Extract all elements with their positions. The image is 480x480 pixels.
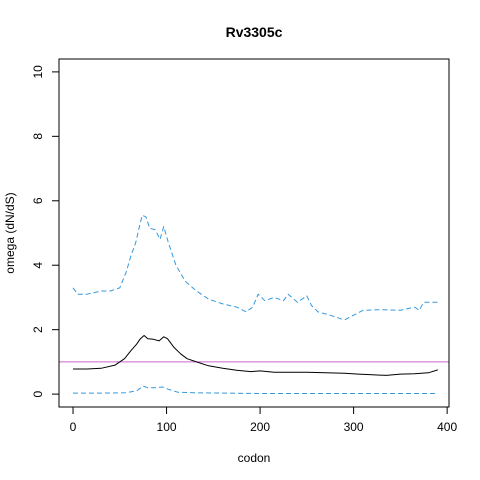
x-tick-label: 200 xyxy=(250,420,270,434)
y-axis-label: omega (dN/dS) xyxy=(3,192,17,273)
y-tick-label: 8 xyxy=(31,133,45,140)
series-layer xyxy=(59,214,449,394)
plot-frame xyxy=(58,58,450,408)
x-tick-label: 0 xyxy=(70,420,77,434)
x-tick-label: 100 xyxy=(157,420,177,434)
x-tick-label: 300 xyxy=(344,420,364,434)
x-axis: 0 100 200 300 400 xyxy=(70,406,457,434)
y-tick-label: 10 xyxy=(31,65,45,79)
chart-title: Rv3305c xyxy=(226,24,283,40)
y-axis: 0 2 4 6 8 10 xyxy=(31,65,60,397)
x-axis-label: codon xyxy=(238,451,271,465)
series-upper-bound-line xyxy=(72,214,438,321)
y-tick-label: 2 xyxy=(31,326,45,333)
series-estimate-line xyxy=(73,335,438,376)
y-tick-label: 4 xyxy=(31,262,45,269)
y-tick-label: 0 xyxy=(31,390,45,397)
series-lower-bound-line xyxy=(73,385,438,394)
x-tick-label: 400 xyxy=(437,420,457,434)
y-tick-label: 6 xyxy=(31,197,45,204)
